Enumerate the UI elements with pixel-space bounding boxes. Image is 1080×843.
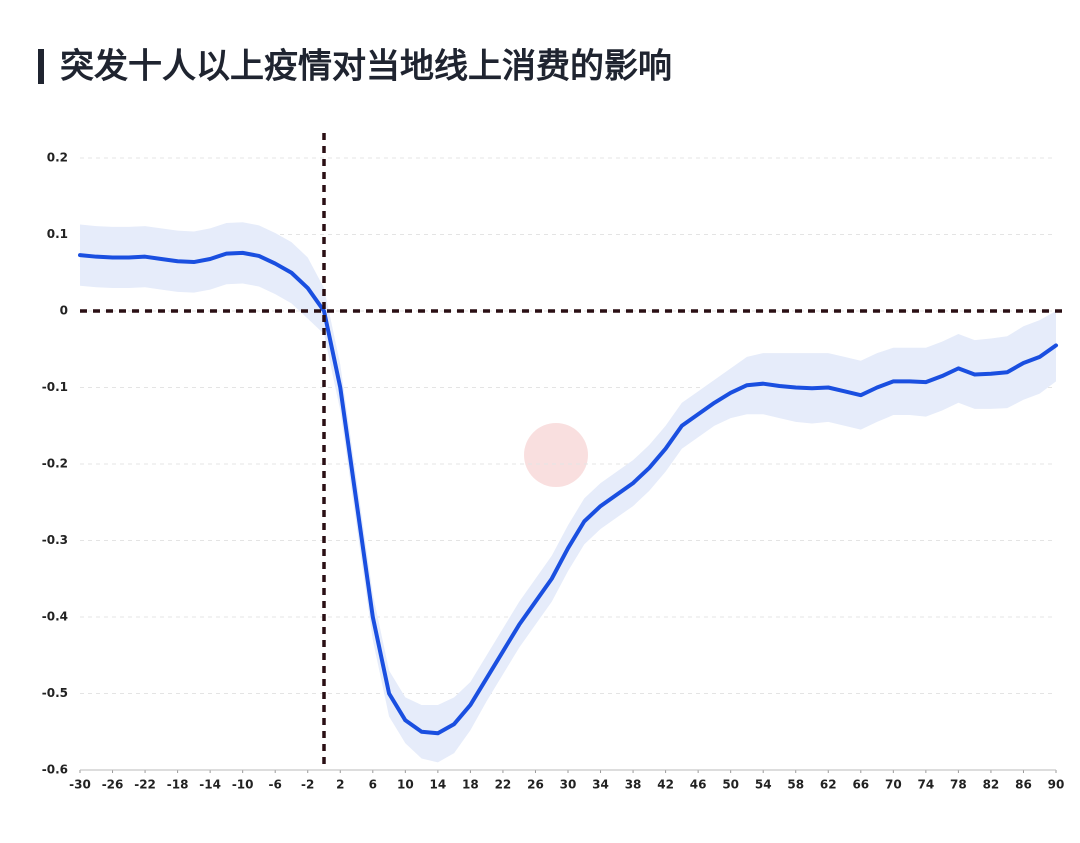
- chart-title: 突发十人以上疫情对当地线上消费的影响: [60, 47, 672, 87]
- x-tick-label: 62: [820, 778, 837, 792]
- x-tick-label: 74: [918, 778, 935, 792]
- y-tick-label: -0.5: [42, 686, 68, 700]
- x-tick-label: -30: [69, 778, 91, 792]
- y-tick-label: 0.2: [47, 151, 68, 165]
- x-tick-label: 42: [657, 778, 674, 792]
- x-tick-label: 2: [336, 778, 344, 792]
- x-tick-label: 82: [983, 778, 1000, 792]
- line: [78, 250, 1058, 736]
- title-bar: [38, 49, 44, 84]
- x-tick-label: 54: [755, 778, 772, 792]
- x-tick-label: -22: [134, 778, 156, 792]
- x-tick-label: -26: [102, 778, 124, 792]
- x-tick-label: -14: [199, 778, 221, 792]
- x-tick-label: 70: [885, 778, 902, 792]
- x-tick-label: -6: [269, 778, 282, 792]
- x-tick-label: 66: [852, 778, 869, 792]
- x-tick-label: 30: [560, 778, 577, 792]
- x-tick-label: 26: [527, 778, 544, 792]
- y-tick-label: 0: [60, 304, 68, 318]
- watermark: [524, 423, 588, 487]
- x-tick-label: 58: [787, 778, 804, 792]
- x-tick-label: 86: [1015, 778, 1032, 792]
- y-tick-label: -0.1: [42, 380, 68, 394]
- x-tick-label: -18: [167, 778, 189, 792]
- x-tick-label: 14: [430, 778, 447, 792]
- y-tick-label: -0.6: [42, 763, 68, 777]
- x-tick-label: 34: [592, 778, 609, 792]
- y-tick-label: -0.4: [42, 610, 68, 624]
- x-tick-label: 78: [950, 778, 967, 792]
- x-tick-label: 90: [1048, 778, 1065, 792]
- y-tick-label: -0.3: [42, 533, 68, 547]
- x-tick-label: -10: [232, 778, 254, 792]
- x-tick-label: 18: [462, 778, 479, 792]
- x-tick-label: 50: [722, 778, 739, 792]
- x-tick-label: 22: [495, 778, 512, 792]
- x-tick-label: 38: [625, 778, 642, 792]
- confidence-band: [80, 222, 1056, 763]
- x-tick-label: 6: [369, 778, 377, 792]
- x-tick-label: -2: [301, 778, 314, 792]
- x-tick-label: 10: [397, 778, 414, 792]
- x-tick-label: 46: [690, 778, 707, 792]
- y-tick-label: 0.1: [47, 227, 68, 241]
- y-tick-label: -0.2: [42, 457, 68, 471]
